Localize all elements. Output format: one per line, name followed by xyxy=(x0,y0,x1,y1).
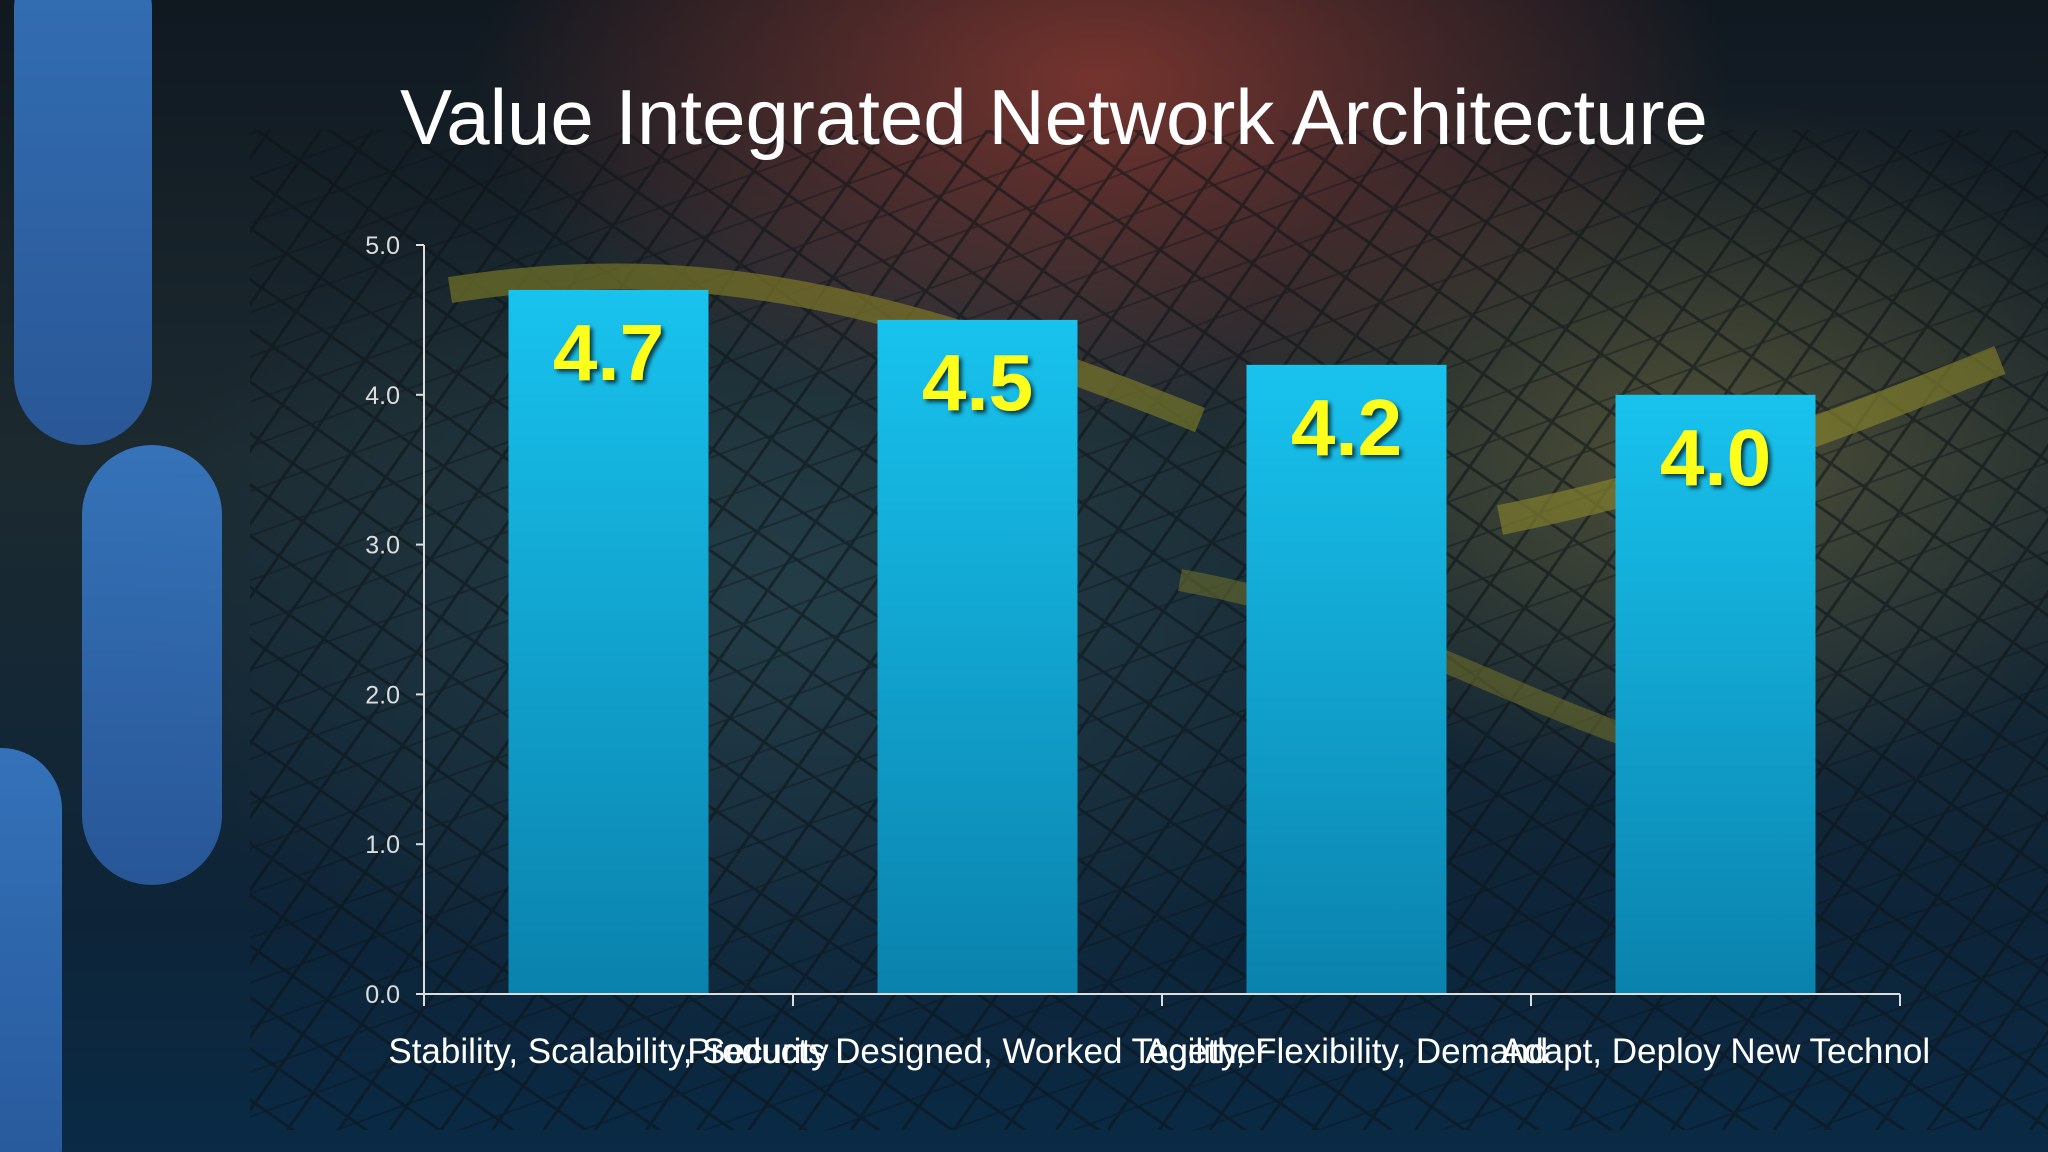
y-tick-label: 5.0 xyxy=(365,232,400,260)
category-label: Stability, Scalability, Security xyxy=(388,1032,829,1071)
bars-layer xyxy=(508,289,1816,995)
page-title: Value Integrated Network Architecture xyxy=(400,73,1708,161)
bar xyxy=(508,289,709,994)
y-tick-label: 4.0 xyxy=(365,382,400,410)
bar xyxy=(1246,364,1447,995)
y-tick-label: 2.0 xyxy=(365,681,400,709)
category-label: Adapt, Deploy New Technol xyxy=(1501,1032,1930,1071)
y-tick-label: 0.0 xyxy=(365,981,400,1009)
category-label: Agility, Flexibility, Demand xyxy=(1145,1032,1548,1071)
data-label: 4.5 xyxy=(922,338,1033,427)
category-label: Products Designed, Worked Together xyxy=(687,1032,1268,1071)
data-label: 4.0 xyxy=(1660,413,1771,502)
bar xyxy=(877,319,1078,994)
data-label: 4.7 xyxy=(553,308,664,397)
axis-layer: 0.0 1.0 2.0 3.0 4.0 5.0 xyxy=(365,232,1901,1009)
decorative-pill xyxy=(14,0,152,445)
y-tick-label: 3.0 xyxy=(365,532,400,560)
decorative-pill xyxy=(0,748,62,1152)
y-tick-label: 1.0 xyxy=(365,831,400,859)
labels-layer: 4.7 Stability, Scalability, Security 4.5 Pr… xyxy=(388,308,1930,1071)
decorative-pill xyxy=(82,445,222,885)
data-label: 4.2 xyxy=(1291,383,1402,472)
bar xyxy=(1615,394,1816,994)
